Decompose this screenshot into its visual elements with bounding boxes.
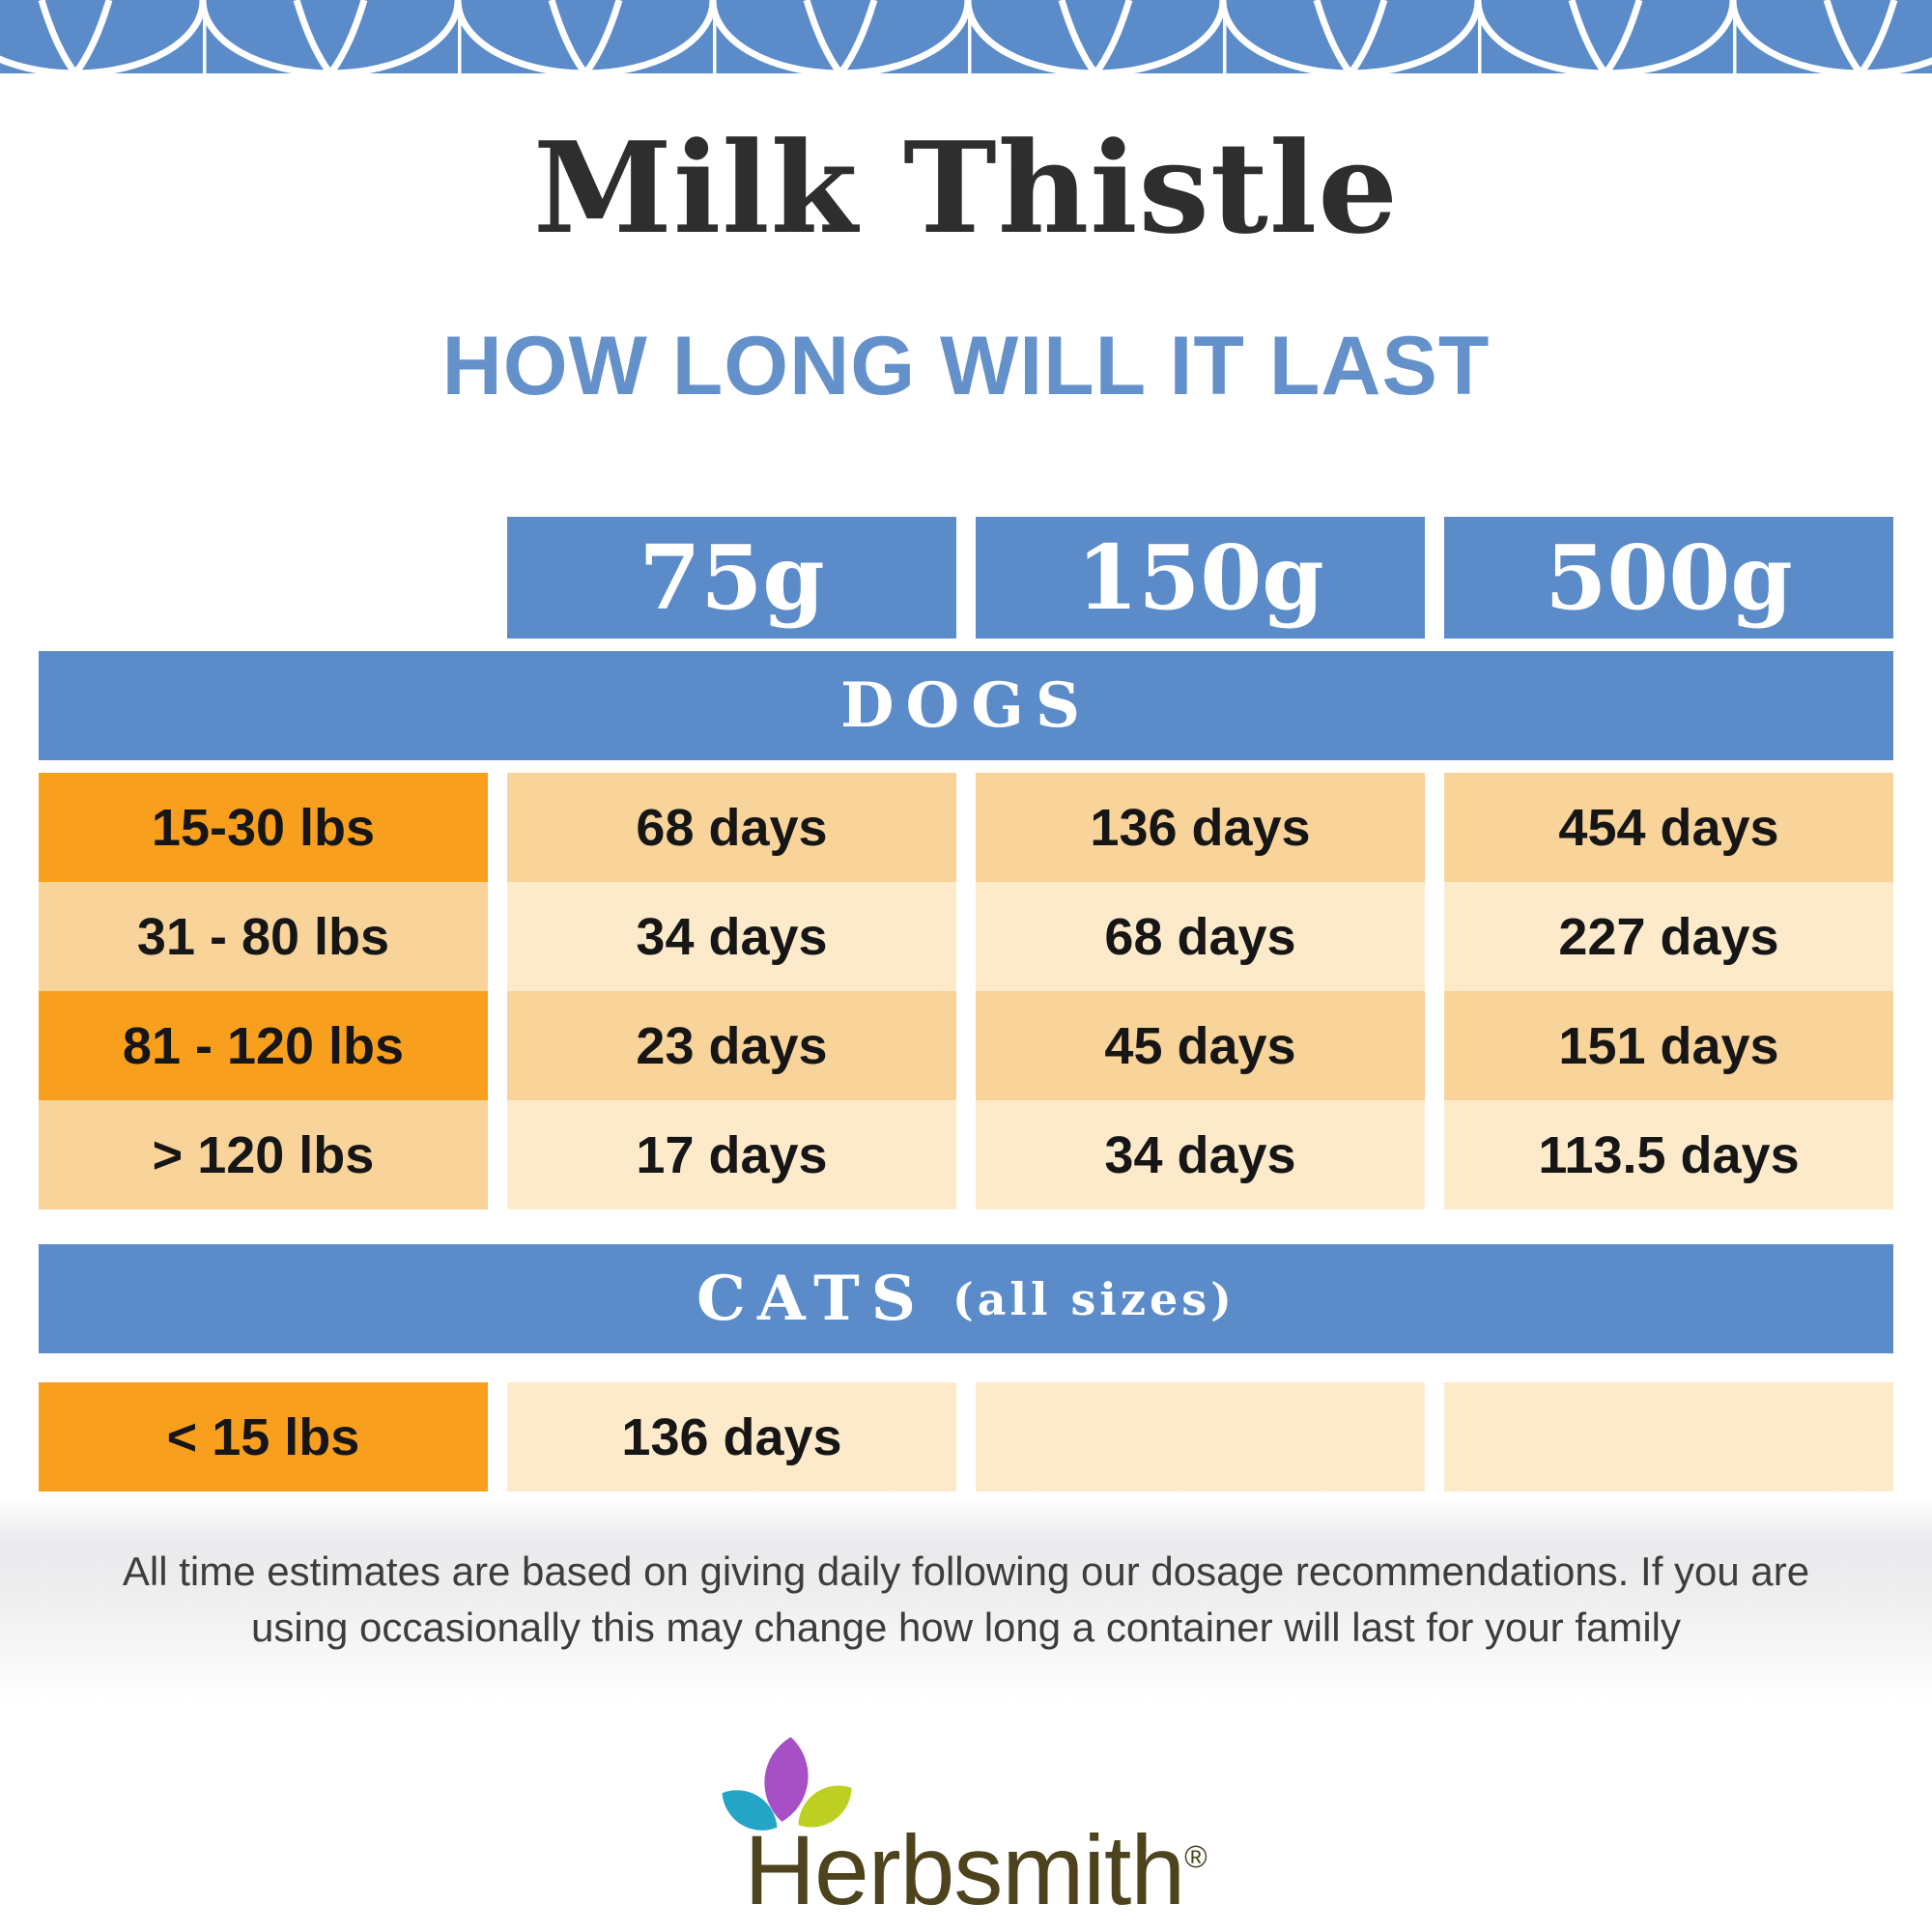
duration-cell: 151 days: [1444, 991, 1893, 1100]
cats-section-header: CATS (all sizes): [39, 1244, 1893, 1353]
cats-section-subtitle: (all sizes): [952, 1272, 1236, 1325]
weight-label: < 15 lbs: [39, 1382, 488, 1492]
logo-petals-icon: [703, 1729, 887, 1850]
weight-label: 15-30 lbs: [39, 773, 488, 882]
weight-label: 81 - 120 lbs: [39, 991, 488, 1100]
duration-cell: 68 days: [507, 773, 956, 882]
size-header-row: 75g 150g 500g: [39, 517, 1893, 639]
size-header-150g: 150g: [976, 517, 1425, 639]
duration-cell: 68 days: [976, 882, 1425, 991]
dogs-section-header: DOGS: [39, 651, 1893, 760]
page-title: Milk Thistle: [533, 114, 1399, 262]
cats-rows: < 15 lbs 136 days: [39, 1382, 1893, 1492]
dogs-rows: 15-30 lbs 68 days 136 days 454 days 31 -…: [39, 773, 1893, 1209]
duration-cell: 23 days: [507, 991, 956, 1100]
decorative-arc-pattern-band: [0, 0, 1932, 73]
cats-section-title: CATS: [696, 1263, 927, 1335]
duration-cell: 136 days: [507, 1382, 956, 1492]
registered-mark: ®: [1184, 1839, 1208, 1874]
duration-cell: 227 days: [1444, 882, 1893, 991]
logo-wordmark: Herbsmith®: [696, 1814, 1256, 1927]
duration-cell: [1444, 1382, 1893, 1492]
weight-label: 31 - 80 lbs: [39, 882, 488, 991]
dosage-duration-table: 75g 150g 500g DOGS 15-30 lbs 68 days 136…: [39, 517, 1893, 1492]
disclaimer-line-2: using occasionally this may change how l…: [250, 1604, 1682, 1650]
page-subtitle: HOW LONG WILL IT LAST: [441, 320, 1491, 412]
duration-cell: 45 days: [976, 991, 1425, 1100]
disclaimer-text: All time estimates are based on giving d…: [0, 1544, 1932, 1656]
brand-name: Herbsmith: [744, 1815, 1185, 1925]
size-header-spacer: [39, 517, 488, 639]
duration-cell: 34 days: [507, 882, 956, 991]
duration-cell: 113.5 days: [1444, 1100, 1893, 1209]
duration-cell: 34 days: [976, 1100, 1425, 1209]
herbsmith-logo: Herbsmith®: [696, 1729, 1256, 1932]
weight-label: > 120 lbs: [39, 1100, 488, 1209]
size-header-500g: 500g: [1444, 517, 1893, 639]
footer-gradient-band: [0, 1495, 1932, 1702]
duration-cell: 136 days: [976, 773, 1425, 882]
disclaimer-line-1: All time estimates are based on giving d…: [122, 1548, 1810, 1594]
duration-cell: 454 days: [1444, 773, 1893, 882]
dogs-section-title: DOGS: [839, 669, 1093, 742]
duration-cell: [976, 1382, 1425, 1492]
duration-cell: 17 days: [507, 1100, 956, 1209]
size-header-75g: 75g: [507, 517, 956, 639]
